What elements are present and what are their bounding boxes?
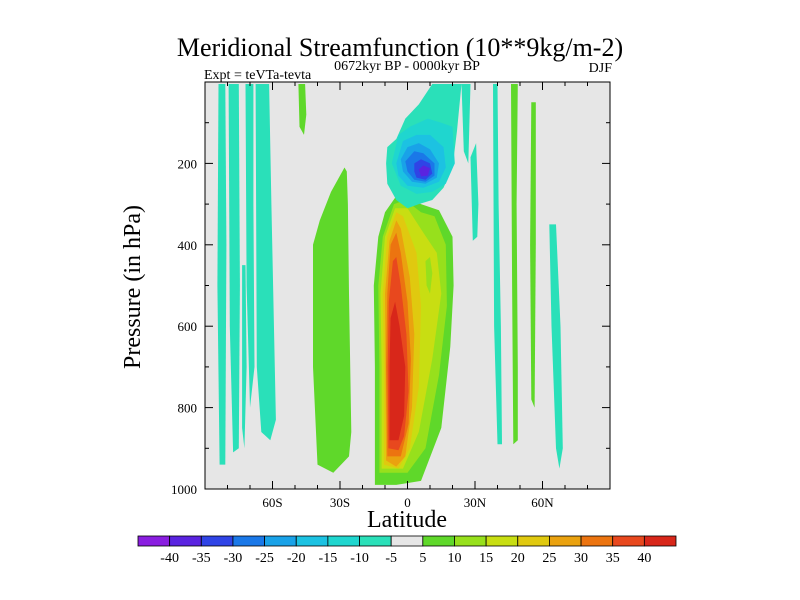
x-tick-label: 30N [464, 495, 487, 510]
x-tick-label: 60N [531, 495, 554, 510]
colorbar-label: -5 [385, 551, 397, 566]
colorbar-swatch [517, 535, 550, 547]
y-tick-label: 400 [178, 238, 198, 253]
x-axis-label: Latitude [367, 507, 447, 533]
colorbar-swatch [454, 535, 487, 547]
colorbar-swatch [327, 535, 360, 547]
colorbar-label: 35 [606, 551, 620, 566]
x-axis-ticks: 60S 30S 0 30N 60N [227, 82, 588, 510]
contour-hadley-cell-positive-40 [389, 301, 406, 441]
colorbar-swatch [390, 535, 424, 547]
colorbar-swatch [264, 535, 297, 547]
colorbar-swatch [200, 535, 234, 547]
contour-upper-tropical-negative-35 [418, 165, 430, 177]
contour-sh-polar-band-2 [228, 84, 240, 453]
contour-sh-upper-green-strip [298, 84, 307, 135]
x-tick-label: 0 [404, 495, 411, 510]
y-tick-label: 800 [178, 401, 198, 416]
right-subtitle: DJF [589, 61, 613, 76]
contour-sh-subtropic-positive [313, 167, 352, 473]
colorbar-label: 15 [479, 551, 493, 566]
colorbar-swatch [422, 535, 455, 547]
colorbar-label: 10 [447, 551, 461, 566]
x-tick-label: 30S [330, 495, 350, 510]
chart-title: Meridional Streamfunction (10**9kg/m-2) [177, 33, 623, 62]
colorbar-label: -35 [192, 551, 211, 566]
colorbar-swatch [580, 535, 614, 547]
colorbar-label: 40 [637, 551, 651, 566]
colorbar-label: -15 [319, 551, 338, 566]
colorbar-label: -40 [160, 551, 179, 566]
x-tick-label: 60S [262, 495, 282, 510]
colorbar-swatch [485, 535, 519, 547]
colorbar-swatch [643, 535, 677, 547]
colorbar-swatch [359, 535, 392, 547]
contour-nh-positive-band-2 [530, 102, 536, 408]
contour-nh-midlat-band-2 [493, 84, 502, 445]
colorbar-swatch [295, 535, 329, 547]
colorbar-swatch [612, 535, 645, 547]
colorbar-label: -25 [255, 551, 274, 566]
y-axis-label: Pressure (in hPa) [120, 205, 146, 369]
colorbar-label: -30 [224, 551, 243, 566]
contour-sh-midlat-left-strip [242, 265, 247, 449]
contour-nh-positive-band-1 [511, 84, 518, 445]
colorbar-swatch [137, 535, 171, 547]
contour-sh-midlat-band [255, 84, 276, 441]
colorbar-label: 5 [419, 551, 426, 566]
colorbar-label: 20 [511, 551, 525, 566]
contour-nh-midlat-band-1 [470, 143, 479, 241]
contour-fills [217, 84, 563, 485]
colorbar-label: -10 [350, 551, 369, 566]
y-axis-ticks: 200 400 600 800 1000 [171, 122, 610, 497]
contour-nh-positive-inner-small [425, 257, 433, 294]
colorbar-label: -20 [287, 551, 306, 566]
colorbar-swatch [549, 535, 582, 547]
colorbar-swatch [169, 535, 202, 547]
colorbar: -40 -35 -30 -25 -20 -15 -10 -5 5 10 15 20 25 30 35 40 [137, 535, 677, 566]
colorbar-label: 25 [542, 551, 556, 566]
center-subtitle: 0672kyr BP - 0000kyr BP [334, 59, 480, 74]
contour-sh-polar-band-1 [217, 84, 227, 465]
y-tick-label: 1000 [171, 482, 197, 497]
colorbar-label: 30 [574, 551, 588, 566]
contour-nh-polar-band [549, 224, 563, 469]
left-subtitle: Expt = teVTa-tevta [204, 68, 312, 83]
colorbar-swatch [232, 535, 265, 547]
contour-sh-polar-band-3 [245, 84, 255, 408]
contour-nh-upper-band [461, 84, 471, 164]
y-tick-label: 600 [178, 319, 198, 334]
y-tick-label: 200 [178, 156, 198, 171]
